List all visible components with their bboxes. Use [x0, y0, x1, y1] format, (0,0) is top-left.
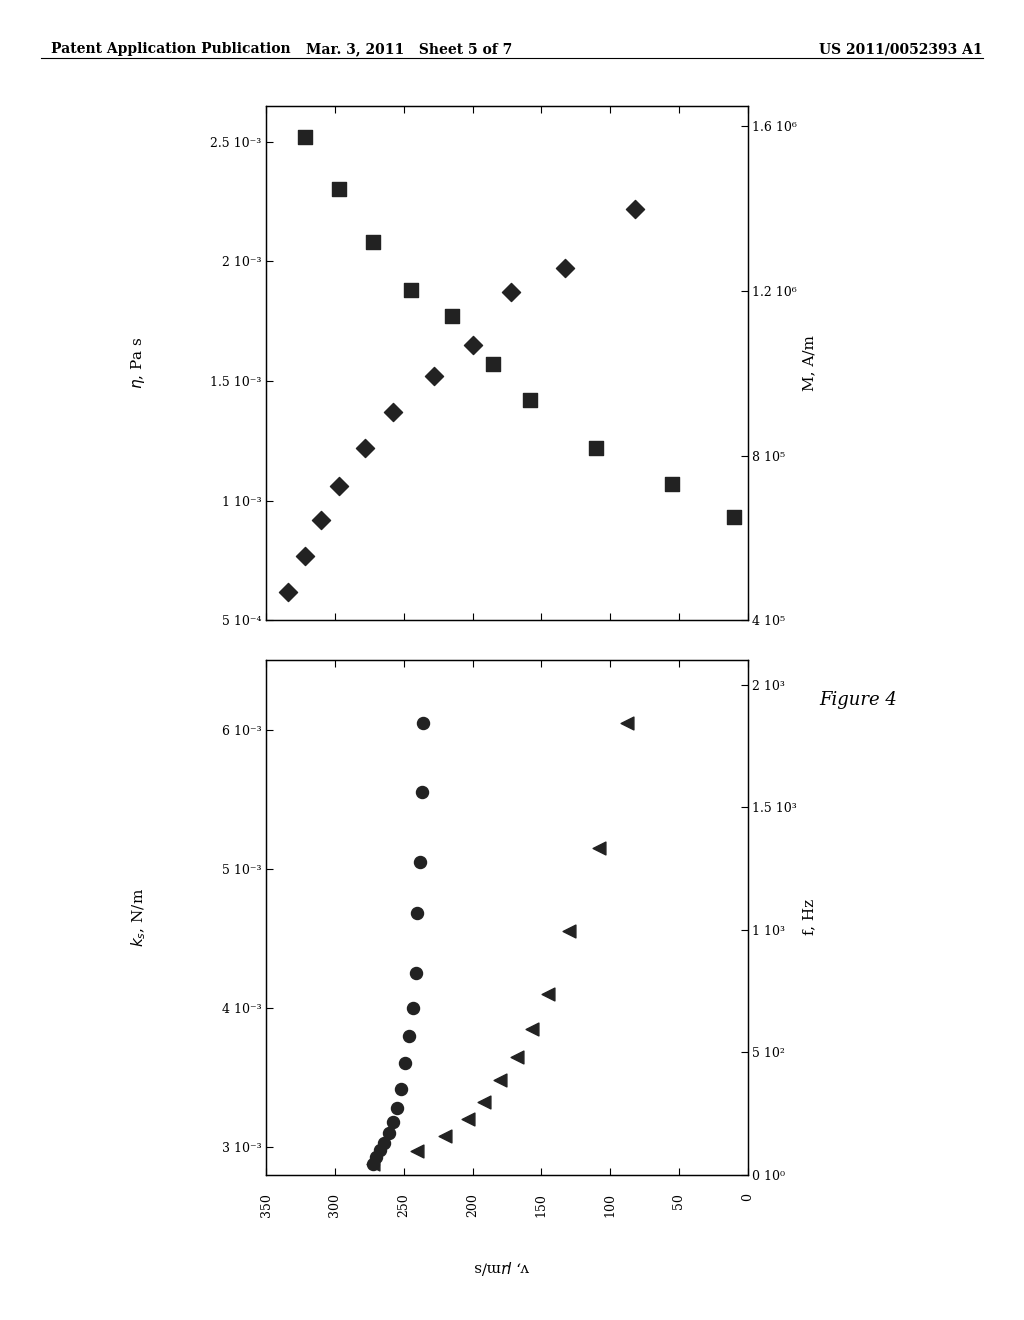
Point — [410, 903, 426, 924]
Point — [406, 998, 422, 1019]
Point — [397, 1053, 414, 1074]
Text: Figure 4: Figure 4 — [819, 690, 897, 709]
Text: Mar. 3, 2011   Sheet 5 of 7: Mar. 3, 2011 Sheet 5 of 7 — [306, 42, 513, 57]
Point — [412, 851, 428, 873]
Point — [618, 711, 635, 733]
Point — [443, 306, 460, 327]
Point — [560, 921, 577, 942]
Point — [385, 1111, 401, 1133]
Point — [381, 1122, 397, 1143]
Text: 50: 50 — [673, 1193, 685, 1209]
Point — [485, 354, 502, 375]
Text: 250: 250 — [397, 1193, 411, 1217]
Point — [357, 437, 374, 458]
Text: 300: 300 — [329, 1193, 341, 1217]
Text: v, $\mu$m/s: v, $\mu$m/s — [473, 1258, 530, 1276]
Point — [415, 711, 431, 733]
Text: $\eta$, Pa s: $\eta$, Pa s — [129, 337, 147, 389]
Point — [464, 334, 480, 355]
Text: 350: 350 — [260, 1193, 272, 1217]
Point — [331, 475, 347, 496]
Point — [331, 178, 347, 199]
Point — [280, 581, 296, 602]
Text: 0: 0 — [741, 1193, 754, 1201]
Point — [726, 507, 742, 528]
Text: $k_s$, N/m: $k_s$, N/m — [129, 888, 147, 946]
Point — [492, 1069, 508, 1090]
Point — [410, 1140, 426, 1162]
Text: 100: 100 — [603, 1193, 616, 1217]
Point — [627, 198, 643, 219]
Point — [523, 1018, 540, 1039]
Point — [503, 281, 519, 302]
Text: M, A/m: M, A/m — [802, 335, 816, 391]
Point — [408, 962, 424, 983]
Point — [426, 366, 442, 387]
Point — [414, 781, 430, 803]
Point — [366, 231, 382, 252]
Point — [366, 1154, 382, 1175]
Point — [297, 545, 313, 566]
Point — [556, 257, 572, 279]
Point — [376, 1133, 392, 1154]
Point — [313, 510, 330, 531]
Point — [588, 437, 604, 458]
Point — [401, 1026, 418, 1047]
Point — [389, 1097, 406, 1118]
Point — [368, 1146, 384, 1167]
Point — [385, 401, 401, 422]
Point — [475, 1092, 492, 1113]
Text: 200: 200 — [466, 1193, 479, 1217]
Text: 150: 150 — [535, 1193, 548, 1217]
Point — [591, 837, 607, 858]
Point — [460, 1109, 476, 1130]
Point — [393, 1078, 410, 1100]
Point — [297, 127, 313, 148]
Point — [437, 1125, 454, 1146]
Point — [402, 280, 419, 301]
Point — [522, 389, 539, 411]
Point — [372, 1139, 388, 1160]
Text: US 2011/0052393 A1: US 2011/0052393 A1 — [819, 42, 983, 57]
Point — [664, 474, 680, 495]
Text: Patent Application Publication: Patent Application Publication — [51, 42, 291, 57]
Text: f, Hz: f, Hz — [802, 899, 816, 936]
Point — [508, 1045, 524, 1067]
Point — [366, 1154, 382, 1175]
Point — [540, 983, 556, 1005]
